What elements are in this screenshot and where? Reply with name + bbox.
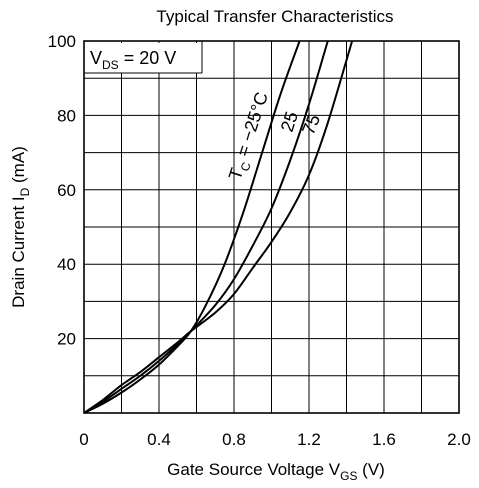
condition-label: VDS = 20 V (90, 48, 176, 72)
y-axis-label: Drain Current ID (mA) (9, 146, 32, 308)
x-axis-label-unit: (V) (357, 460, 384, 479)
x-axis-label-main: Gate Source Voltage V (167, 460, 341, 479)
x-tick-label: 0.4 (147, 430, 171, 449)
tick-labels: 0 0.4 0.8 1.2 1.6 2.0 20 40 60 80 100 (48, 32, 471, 449)
condition-label-rest: = 20 V (119, 48, 177, 68)
x-tick-label: 1.2 (297, 430, 321, 449)
curve-tc-75 (83, 40, 354, 414)
y-tick-label: 80 (57, 106, 76, 125)
curve-tc-25 (83, 40, 329, 414)
x-axis-label: Gate Source Voltage VGS (V) (167, 460, 385, 483)
x-tick-label: 0.8 (222, 430, 246, 449)
x-tick-label: 0 (79, 430, 88, 449)
y-axis-label-unit: (mA) (9, 146, 28, 188)
x-tick-label: 2.0 (447, 430, 471, 449)
x-axis-label-sub: GS (340, 469, 357, 483)
curves (83, 40, 354, 414)
condition-label-main: V (90, 48, 102, 68)
y-tick-label: 20 (57, 330, 76, 349)
plot-frame (83, 40, 460, 414)
chart-title: Typical Transfer Characteristics (156, 7, 393, 26)
y-tick-label: 40 (57, 255, 76, 274)
y-tick-label: 100 (48, 32, 76, 51)
condition-label-sub: DS (102, 58, 119, 72)
condition-box-bg (86, 43, 202, 73)
y-axis-label-sub: D (18, 187, 32, 196)
y-tick-label: 60 (57, 181, 76, 200)
x-tick-label: 1.6 (372, 430, 396, 449)
y-axis-label-main: Drain Current I (9, 196, 28, 307)
